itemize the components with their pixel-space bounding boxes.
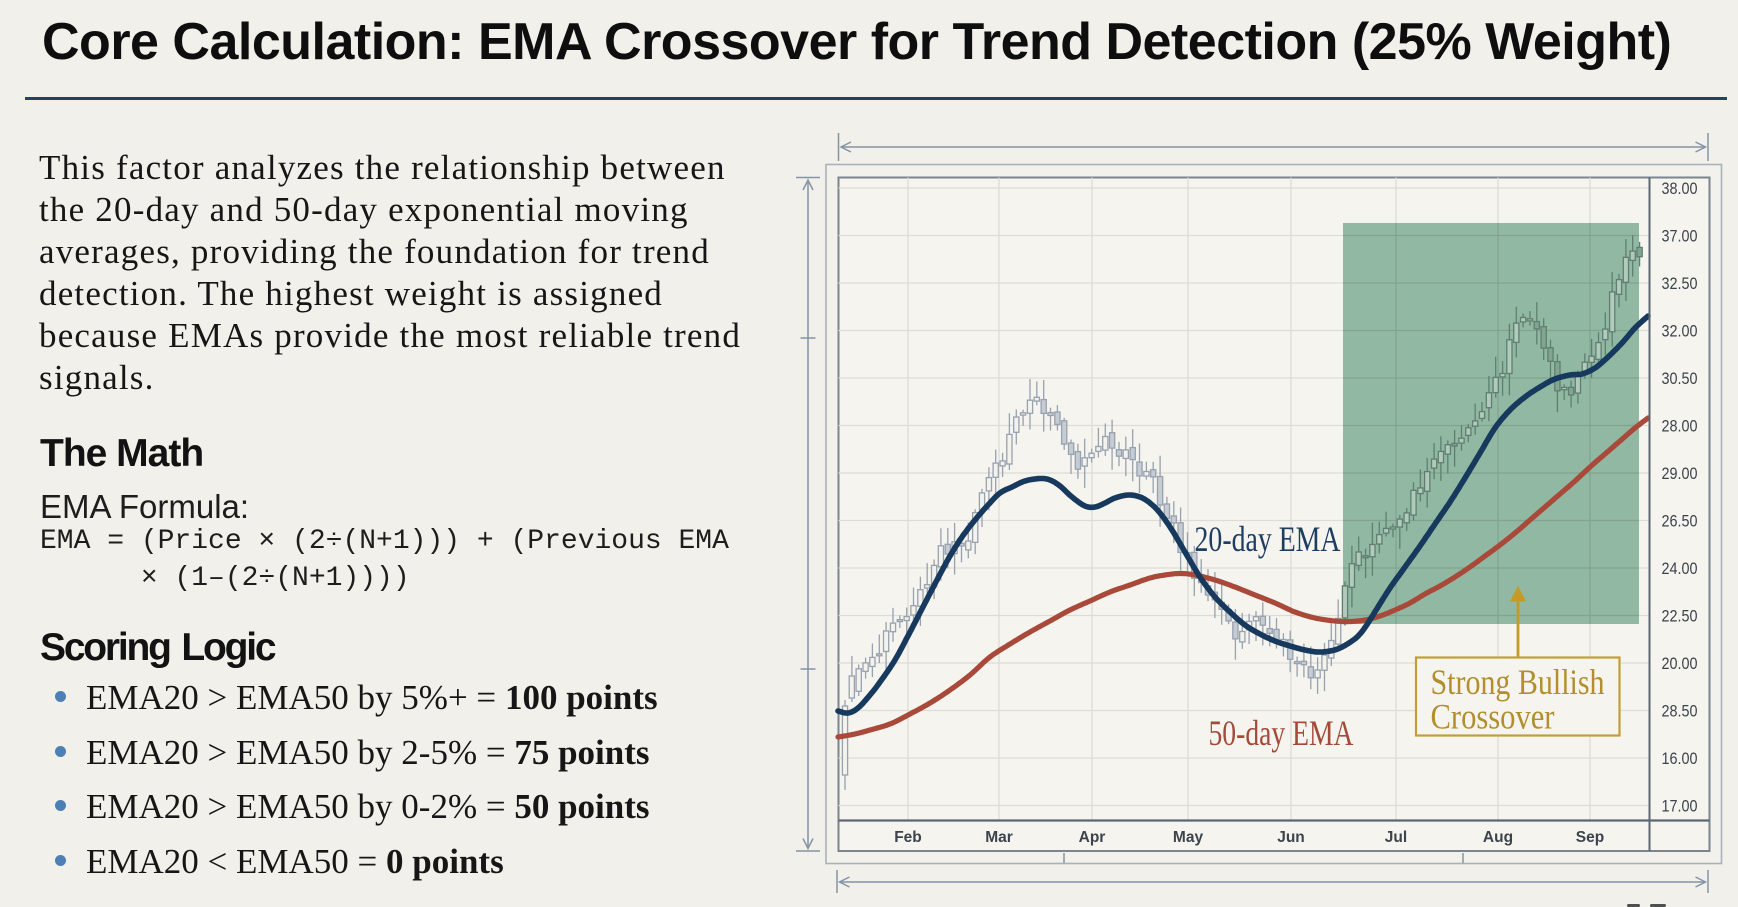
svg-text:30.50: 30.50 <box>1662 369 1698 388</box>
svg-text:32.50: 32.50 <box>1662 274 1698 293</box>
svg-text:Mar: Mar <box>985 829 1013 846</box>
svg-text:20.00: 20.00 <box>1662 654 1698 673</box>
svg-text:32.00: 32.00 <box>1662 322 1698 341</box>
svg-text:38.00: 38.00 <box>1662 179 1698 198</box>
svg-text:Sep: Sep <box>1576 829 1604 846</box>
svg-text:17.00: 17.00 <box>1662 797 1698 816</box>
svg-text:Jun: Jun <box>1277 829 1305 846</box>
svg-text:Apr: Apr <box>1079 829 1106 846</box>
svg-text:50-day EMA: 50-day EMA <box>1209 713 1354 753</box>
svg-text:Crossover: Crossover <box>1431 697 1555 737</box>
svg-text:Feb: Feb <box>894 829 922 846</box>
svg-text:28.00: 28.00 <box>1662 417 1698 436</box>
svg-text:Strong Bullish: Strong Bullish <box>1431 662 1605 702</box>
svg-text:37.00: 37.00 <box>1662 227 1698 246</box>
svg-text:28.50: 28.50 <box>1662 702 1698 721</box>
svg-text:20-day EMA: 20-day EMA <box>1195 519 1341 559</box>
svg-text:16.00: 16.00 <box>1662 749 1698 768</box>
svg-text:May: May <box>1173 829 1204 846</box>
svg-text:24.00: 24.00 <box>1662 559 1698 578</box>
svg-text:26.50: 26.50 <box>1662 512 1698 531</box>
svg-text:29.00: 29.00 <box>1662 464 1698 483</box>
svg-text:22.50: 22.50 <box>1662 607 1698 626</box>
svg-text:Jul: Jul <box>1385 829 1407 846</box>
svg-text:Aug: Aug <box>1483 829 1513 846</box>
